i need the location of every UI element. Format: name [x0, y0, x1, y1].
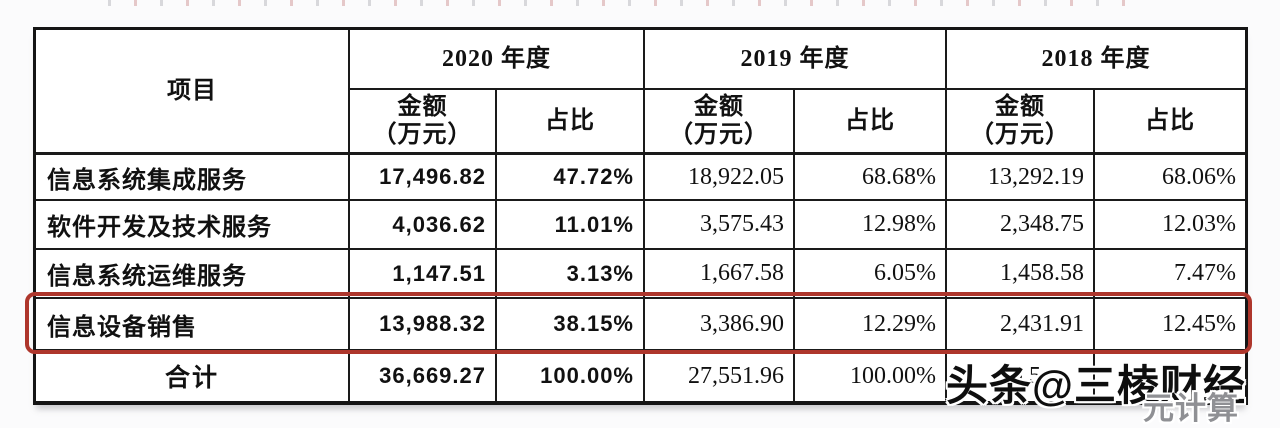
- amount-label: 金额: [995, 93, 1045, 120]
- row-value-cell: 12.03%: [1095, 201, 1245, 250]
- row-value-cell: 1,147.51: [350, 250, 497, 299]
- header-year-2018: 2018 年度: [947, 30, 1245, 90]
- header-item-column: 项目: [36, 30, 350, 155]
- row-value-cell: 12.45%: [1095, 299, 1245, 351]
- row-value-cell: 6.05%: [795, 250, 947, 299]
- row-value-cell: 1,458.58: [947, 250, 1095, 299]
- header-amount-2018: 金额 （万元）: [947, 90, 1095, 155]
- amount-label: 金额: [694, 93, 744, 120]
- row-value-cell: 7.47%: [1095, 250, 1245, 299]
- total-ratio-2020: 100.00%: [497, 351, 645, 401]
- row-value-cell: 12.98%: [795, 201, 947, 250]
- row-value-cell: 13,292.19: [947, 155, 1095, 201]
- red-highlight-box: [25, 292, 1252, 354]
- header-year-2019: 2019 年度: [645, 30, 947, 90]
- total-amount-2018-partially-obscured: 19,5: [947, 351, 1095, 401]
- revenue-breakdown-table: 项目 2020 年度 2019 年度 2018 年度 金额 （万元） 占比 金额…: [33, 27, 1248, 405]
- row-value-cell: 11.01%: [497, 201, 645, 250]
- header-ratio-2019: 占比: [795, 90, 947, 155]
- header-ratio-2018: 占比: [1095, 90, 1245, 155]
- row-value-cell: 47.72%: [497, 155, 645, 201]
- total-ratio-2019: 100.00%: [795, 351, 947, 401]
- row-value-cell: 1,667.58: [645, 250, 795, 299]
- row-value-cell: 3,575.43: [645, 201, 795, 250]
- total-row-label: 合计: [36, 351, 350, 401]
- header-ratio-2020: 占比: [497, 90, 645, 155]
- row-label: 信息系统集成服务: [36, 155, 350, 201]
- row-value-cell: 2,348.75: [947, 201, 1095, 250]
- row-value-cell: 18,922.05: [645, 155, 795, 201]
- row-value-cell: 3.13%: [497, 250, 645, 299]
- row-label: 信息系统运维服务: [36, 250, 350, 299]
- row-label: 软件开发及技术服务: [36, 201, 350, 250]
- header-amount-2019: 金额 （万元）: [645, 90, 795, 155]
- amount-label: 金额: [397, 93, 448, 120]
- row-value-cell: 17,496.82: [350, 155, 497, 201]
- row-value-cell: 4,036.62: [350, 201, 497, 250]
- watermark-toutiao-sanleng-caijing: 头条@三棱财经: [946, 362, 1246, 409]
- header-year-2020: 2020 年度: [350, 30, 645, 90]
- amount-unit: （万元）: [372, 122, 473, 148]
- clipped-text-remnants: [108, 0, 1143, 6]
- amount-unit: （万元）: [669, 122, 769, 148]
- watermark-gray-corner: 元计算: [1143, 391, 1239, 426]
- amount-unit: （万元）: [970, 122, 1070, 148]
- row-value-cell: 68.06%: [1095, 155, 1245, 201]
- header-amount-2020: 金额 （万元）: [350, 90, 497, 155]
- total-amount-2019: 27,551.96: [645, 351, 795, 401]
- total-amount-2020: 36,669.27: [350, 351, 497, 401]
- row-value-cell: 68.68%: [795, 155, 947, 201]
